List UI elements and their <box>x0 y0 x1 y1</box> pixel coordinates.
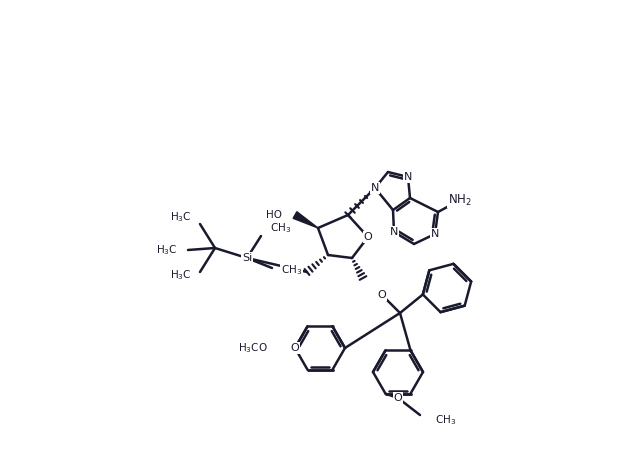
Polygon shape <box>293 212 318 228</box>
Text: O: O <box>364 232 372 242</box>
Text: Si: Si <box>242 253 252 263</box>
Text: O: O <box>291 267 300 277</box>
Text: CH$_3$: CH$_3$ <box>281 263 302 277</box>
Text: N: N <box>431 229 439 239</box>
Text: O: O <box>394 393 403 403</box>
Text: CH$_3$: CH$_3$ <box>435 413 456 427</box>
Text: N: N <box>371 183 379 193</box>
Text: H$_3$C: H$_3$C <box>170 210 192 224</box>
Text: H$_3$C: H$_3$C <box>156 243 178 257</box>
Text: H$_3$CO: H$_3$CO <box>238 341 268 355</box>
Text: H$_3$C: H$_3$C <box>170 268 192 282</box>
Text: NH$_2$: NH$_2$ <box>448 192 472 208</box>
Text: HO: HO <box>266 210 282 220</box>
Text: CH$_3$: CH$_3$ <box>270 221 291 235</box>
Text: N: N <box>404 172 412 182</box>
Text: O: O <box>291 343 300 353</box>
Text: N: N <box>390 227 398 237</box>
Text: O: O <box>378 290 387 300</box>
